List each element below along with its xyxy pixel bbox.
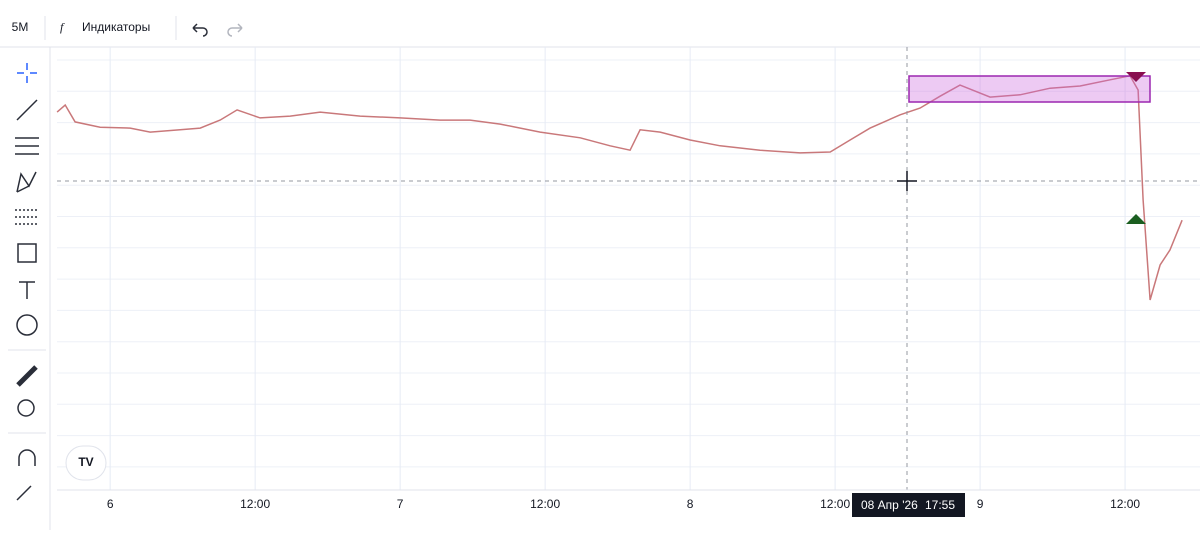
crosshair-date: 08 Апр '26 xyxy=(861,498,918,512)
crosshair-tool[interactable] xyxy=(17,63,37,83)
shape-tool[interactable] xyxy=(17,243,37,263)
x-tick-label: 12:00 xyxy=(820,497,850,511)
x-tick-label: 12:00 xyxy=(1110,497,1140,511)
cursor xyxy=(897,171,917,191)
left-toolbar xyxy=(8,47,51,530)
top-toolbar: 5M f Индикаторы xyxy=(0,16,1200,48)
crosshair-time: 17:55 xyxy=(925,498,955,512)
lock-tool[interactable] xyxy=(16,485,32,501)
undo-button[interactable] xyxy=(192,23,208,37)
buy-marker xyxy=(1126,214,1146,224)
x-tick-label: 12:00 xyxy=(240,497,270,511)
plot-area xyxy=(56,47,1200,490)
indicators-button[interactable]: Индикаторы xyxy=(82,20,150,34)
rectangle-drawing[interactable] xyxy=(908,75,1151,103)
ruler-tool[interactable] xyxy=(16,365,38,387)
x-tick-label: 9 xyxy=(977,497,984,511)
interval-button[interactable]: 5M xyxy=(12,20,29,34)
zoom-tool[interactable] xyxy=(17,399,35,417)
crosshair-label-box xyxy=(852,493,965,517)
logo[interactable] xyxy=(65,445,107,481)
pattern-tool[interactable] xyxy=(16,171,37,193)
fib-tool[interactable] xyxy=(15,137,39,155)
price-line xyxy=(56,74,1183,301)
trend-line-tool[interactable] xyxy=(16,99,38,121)
text-tool[interactable] xyxy=(19,281,35,299)
sell-marker xyxy=(1126,72,1146,82)
magnet-tool[interactable] xyxy=(18,449,36,466)
emoji-tool[interactable] xyxy=(16,314,38,336)
fx-icon[interactable]: f xyxy=(60,20,65,34)
x-tick-label: 6 xyxy=(107,497,114,511)
prediction-tool[interactable] xyxy=(15,209,39,225)
logo-text: TV xyxy=(78,455,93,469)
x-tick-label: 12:00 xyxy=(530,497,560,511)
redo-button[interactable] xyxy=(227,23,243,37)
x-tick-label: 7 xyxy=(397,497,404,511)
x-tick-label: 8 xyxy=(687,497,694,511)
